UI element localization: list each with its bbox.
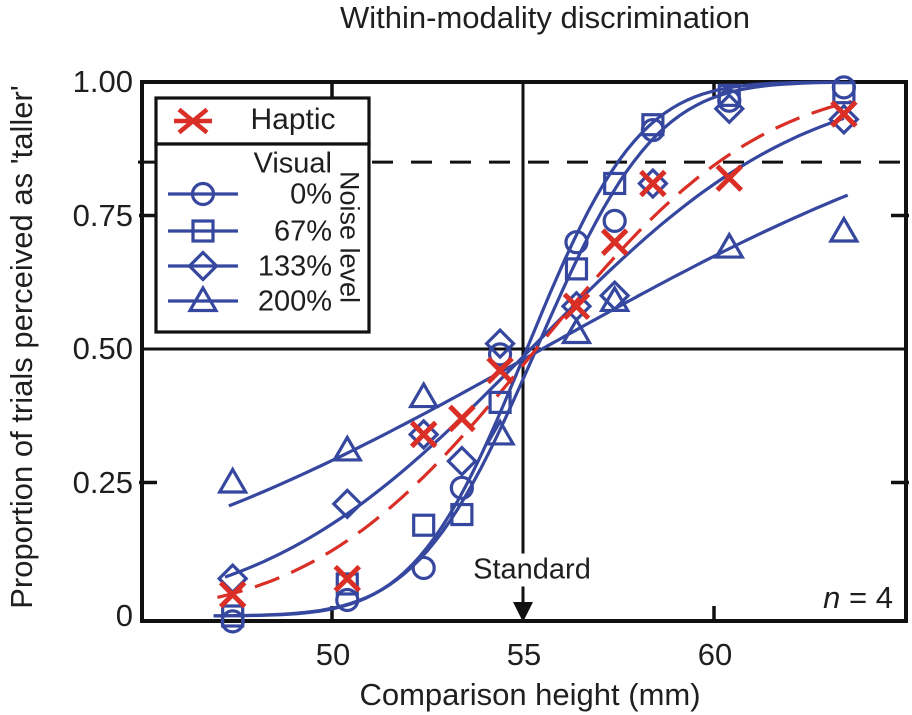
data-point-cross — [715, 164, 744, 192]
legend-marker-diamond-icon — [187, 250, 219, 282]
y-tick-label-0.75: 0.75 — [72, 197, 133, 233]
n-annotation-value: = 4 — [840, 580, 893, 615]
data-point-circle — [602, 208, 627, 233]
data-point-triangle — [216, 466, 249, 494]
data-point-square — [641, 113, 665, 137]
data-point-square — [335, 572, 359, 596]
data-point-cross — [600, 228, 629, 256]
n-annotation: n = 4 — [823, 580, 893, 616]
data-point-triangle — [407, 380, 440, 409]
y-tick-label-1.00: 1.00 — [72, 64, 133, 99]
fit-curve-triangle — [228, 193, 849, 508]
chart-title: Within-modality discrimination — [339, 0, 751, 35]
data-point-cross — [448, 404, 476, 433]
data-point-cross — [830, 100, 858, 128]
x-tick-label-50: 50 — [315, 637, 351, 672]
standard-annotation: Standard — [468, 553, 596, 587]
legend-item-0%: 0% — [290, 178, 332, 211]
standard-arrowhead — [513, 602, 533, 622]
data-point-triangle — [560, 316, 593, 345]
data-point-circle — [411, 555, 436, 581]
data-point-cross — [486, 356, 514, 385]
data-point-cross — [333, 564, 362, 593]
legend-marker-square-icon — [191, 219, 215, 243]
data-point-circle — [564, 230, 589, 255]
data-point-triangle — [331, 434, 364, 462]
data-point-square — [221, 604, 245, 628]
data-point-square — [412, 513, 436, 537]
data-point-square — [603, 171, 627, 196]
data-point-cross — [562, 292, 591, 321]
legend-item-133%: 133% — [257, 250, 332, 283]
data-point-square — [488, 390, 512, 414]
data-point-square — [832, 81, 856, 105]
data-point-circle — [449, 475, 474, 500]
data-point-cross — [639, 169, 667, 198]
legend-haptic-label: Haptic — [250, 103, 336, 136]
data-point-circle — [487, 342, 513, 367]
data-point-diamond — [713, 92, 746, 125]
legend-marker-circle-icon — [190, 181, 216, 207]
legend-haptic-marker-icon — [174, 107, 212, 135]
data-point-diamond — [331, 488, 364, 520]
data-point-triangle — [713, 231, 746, 259]
data-point-cross — [409, 420, 438, 449]
fit-curve-cross — [217, 99, 852, 599]
x-tick-label-55: 55 — [506, 637, 542, 672]
data-point-diamond — [484, 327, 516, 360]
legend-item-200%: 200% — [257, 285, 332, 318]
y-tick-label-0: 0 — [115, 598, 133, 633]
data-point-diamond — [637, 167, 669, 200]
y-tick-label-0.25: 0.25 — [72, 464, 133, 500]
y-tick-label-0.50: 0.50 — [72, 331, 133, 366]
data-point-triangle — [484, 418, 516, 446]
data-point-diamond — [407, 418, 440, 451]
data-point-diamond — [828, 103, 860, 136]
x-axis-title: Comparison height (mm) — [359, 677, 701, 712]
data-point-circle — [831, 75, 856, 100]
legend-noise-level-label: Noise level — [334, 170, 365, 304]
data-point-triangle — [598, 284, 631, 313]
data-point-diamond — [446, 445, 478, 477]
data-point-square — [450, 502, 474, 527]
legend-item-67%: 67% — [273, 215, 332, 248]
data-point-square — [717, 83, 741, 107]
data-point-cross — [218, 580, 247, 609]
y-axis-title: Proportion of trials perceived as 'talle… — [4, 85, 39, 609]
data-point-square — [564, 257, 589, 281]
plot-frame — [140, 80, 908, 623]
x-tick-label-60: 60 — [697, 637, 733, 672]
data-point-circle — [335, 587, 360, 613]
data-point-triangle — [828, 215, 860, 243]
legend-marker-triangle-icon — [187, 284, 219, 313]
legend-visual-title: Visual — [253, 147, 332, 180]
n-annotation-variable: n — [823, 580, 841, 615]
